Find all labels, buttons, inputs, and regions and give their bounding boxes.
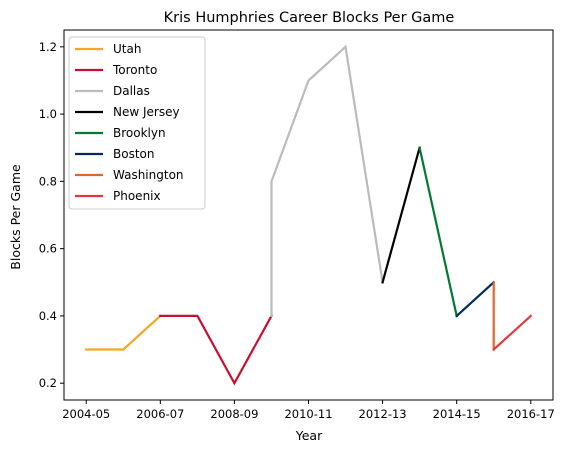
series-line-dallas [270, 44, 384, 317]
x-tick-label: 2014-15 [433, 407, 481, 421]
y-tick-label: 0.8 [39, 174, 57, 188]
series-line-utah [85, 314, 162, 351]
x-tick-label: 2004-05 [62, 407, 110, 421]
legend-label: Brooklyn [113, 126, 166, 140]
series-line-boston [455, 280, 496, 318]
series-line-phoenix [492, 314, 533, 352]
plot-area: 2004-05 2006-07 2008-09 2010-11 2012-13 2014-… [39, 29, 555, 421]
series-line-brooklyn [418, 146, 459, 318]
y-tick-label: 0.6 [39, 242, 57, 256]
legend-label: Boston [113, 147, 154, 161]
x-tick-label: 2016-17 [507, 407, 555, 421]
x-axis-label: Year [295, 428, 323, 443]
series-line-new-jersey [381, 146, 421, 284]
y-tick-label: 0.2 [39, 376, 57, 390]
legend-label: Washington [113, 168, 184, 182]
legend-label: Dallas [113, 84, 150, 98]
series-line-toronto [159, 314, 273, 386]
y-tick-label: 1.0 [39, 107, 57, 121]
legend-label: New Jersey [113, 105, 180, 119]
legend-box [68, 36, 206, 210]
chart-title: Kris Humphries Career Blocks Per Game [164, 10, 455, 26]
y-tick-label: 0.4 [39, 309, 57, 323]
legend-label: Phoenix [113, 189, 161, 203]
y-tick-label: 1.2 [39, 40, 57, 54]
y-axis-label: Blocks Per Game [8, 164, 23, 270]
x-tick-label: 2006-07 [136, 407, 184, 421]
x-tick-label: 2008-09 [210, 407, 258, 421]
legend-label: Utah [113, 42, 141, 56]
x-tick-label: 2012-13 [359, 407, 407, 421]
x-tick-label: 2010-11 [284, 407, 332, 421]
legend: Utah Toronto Dallas New Jersey Brooklyn Bosto… [68, 36, 206, 210]
legend-label: Toronto [112, 63, 157, 77]
